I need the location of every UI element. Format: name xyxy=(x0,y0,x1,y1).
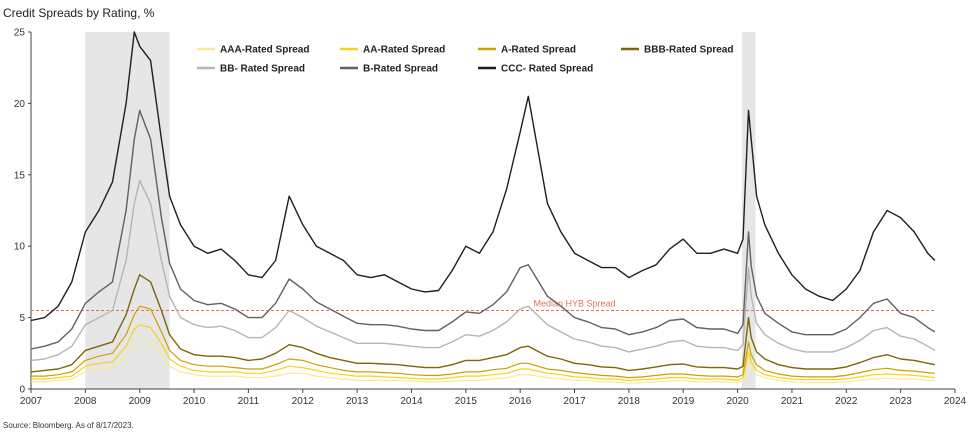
series-line-6 xyxy=(30,31,936,322)
series-line-4 xyxy=(30,179,936,362)
x-tick-label: 2023 xyxy=(890,396,913,407)
legend-label: BBB-Rated Spread xyxy=(644,45,733,56)
x-tick-label: 2017 xyxy=(563,396,586,407)
chart-title: Credit Spreads by Rating, % xyxy=(3,6,155,20)
y-tick-label: 5 xyxy=(19,313,25,324)
y-tick-label: 25 xyxy=(14,28,26,39)
x-tick-label: 2008 xyxy=(74,396,97,407)
y-tick-labels: 0 5 10 15 20 25 xyxy=(14,28,31,396)
recession-shading xyxy=(85,32,756,389)
x-tick-label: 2024 xyxy=(944,396,967,407)
x-tick-label: 2011 xyxy=(238,396,260,407)
series-line-2 xyxy=(31,305,935,379)
series-line-5 xyxy=(30,109,936,350)
x-tick-label: 2009 xyxy=(129,396,152,407)
legend-label: AAA-Rated Spread xyxy=(220,45,309,56)
y-tick-label: 0 xyxy=(19,385,25,396)
x-tick-label: 2014 xyxy=(400,396,423,407)
legend: AAA-Rated Spread AA-Rated Spread A-Rated S… xyxy=(197,45,733,75)
legend-label: AA-Rated Spread xyxy=(363,45,445,56)
legend-label: B-Rated Spread xyxy=(363,64,438,75)
x-tick-label: 2020 xyxy=(726,396,749,407)
series-line-1 xyxy=(31,324,935,381)
x-tick-label: 2013 xyxy=(346,396,369,407)
x-tick-label: 2012 xyxy=(292,396,315,407)
legend-label: BB- Rated Spread xyxy=(220,64,305,75)
x-tick-label: 2016 xyxy=(509,396,532,407)
y-tick-label: 15 xyxy=(14,170,26,181)
x-tick-label: 2007 xyxy=(20,396,43,407)
y-tick-label: 10 xyxy=(14,242,26,253)
series-line-0 xyxy=(31,341,935,384)
legend-label: A-Rated Spread xyxy=(501,45,576,56)
axes xyxy=(30,32,955,390)
y-tick-label: 20 xyxy=(14,99,26,110)
source-note: Source: Bloomberg. As of 8/17/2023. xyxy=(3,421,134,430)
x-tick-label: 2019 xyxy=(672,396,695,407)
x-tick-label: 2018 xyxy=(618,396,641,407)
series-line-3 xyxy=(30,274,936,373)
legend-label: CCC- Rated Spread xyxy=(501,64,593,75)
x-tick-label: 2010 xyxy=(183,396,206,407)
x-tick-label: 2015 xyxy=(455,396,478,407)
x-tick-label: 2022 xyxy=(835,396,858,407)
series-lines xyxy=(30,31,936,384)
x-tick-labels: 2007 2008 2009 2010 2011 2012 2013 2014 2015 2016… xyxy=(20,389,967,407)
x-tick-label: 2021 xyxy=(781,396,804,407)
median-hyb-label: Median HYB Spread xyxy=(534,298,616,308)
